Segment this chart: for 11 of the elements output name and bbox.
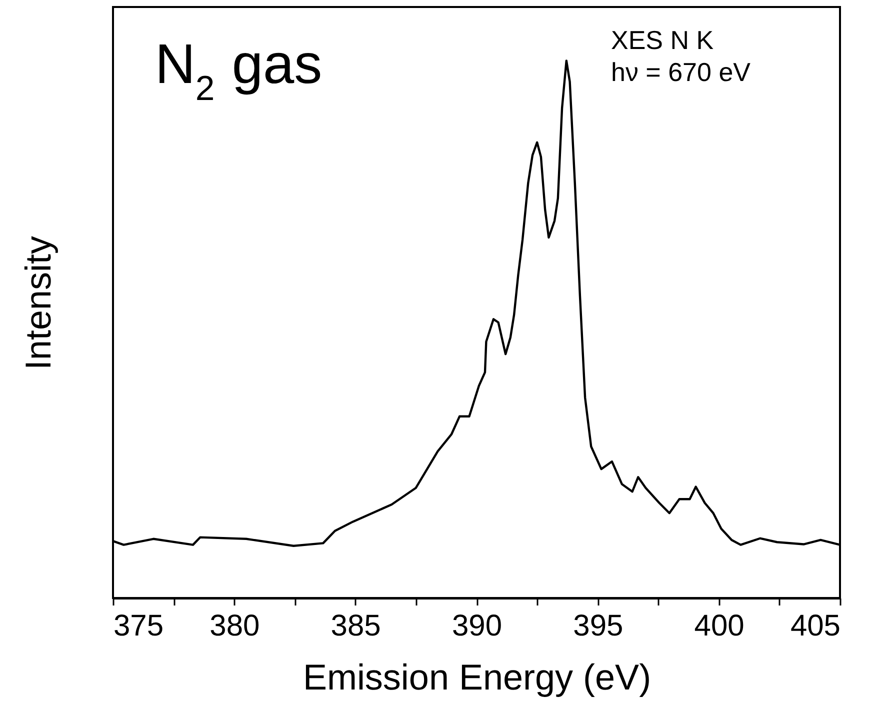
x-tick-label: 375 [114,610,164,642]
annotation: hν = 670 eV [611,57,752,87]
text: XES N K [611,25,714,55]
y-axis-title: Intensity [18,236,58,370]
x-tick-label: 405 [790,610,840,642]
x-tick-label: 400 [694,610,744,642]
x-tick-label: 385 [330,610,381,642]
x-tick-label: 380 [210,610,260,642]
x-tick-label: 390 [452,610,502,642]
x-tick-label: 395 [573,610,624,642]
x-axis-title: Emission Energy (eV) [302,656,652,698]
